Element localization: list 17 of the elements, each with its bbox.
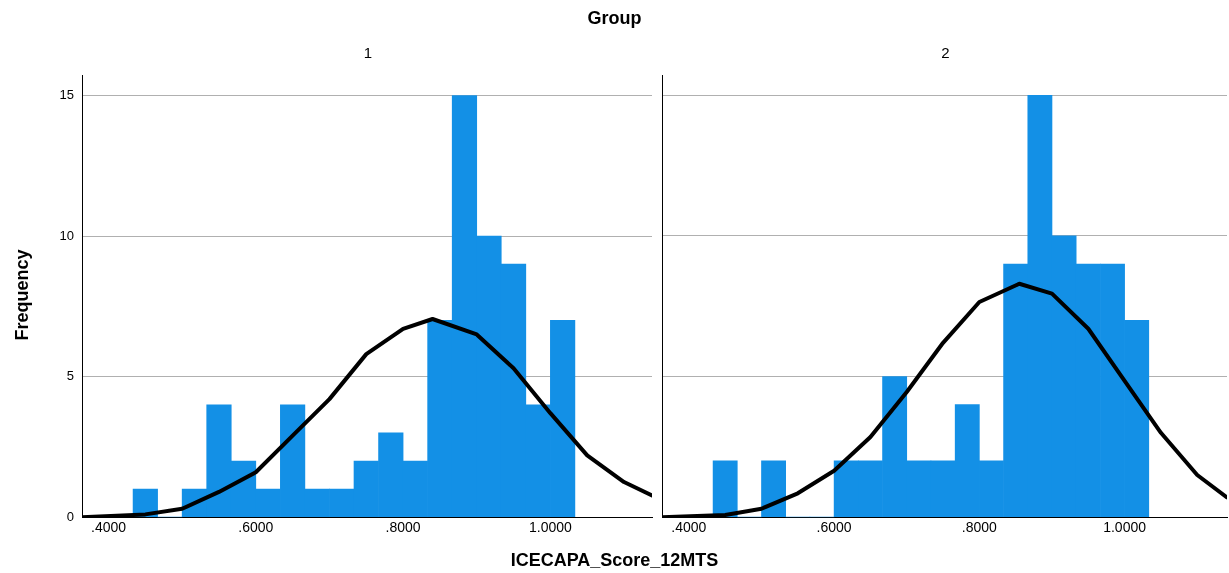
x-tick-label: .4000 [90, 519, 127, 536]
x-tick-label: 1.0000 [528, 519, 572, 536]
x-tick-label: .8000 [961, 519, 998, 536]
x-tick-label: .4000 [671, 519, 707, 536]
y-tick-label: 0 [66, 508, 74, 524]
x-tick-label: 1.0000 [1103, 519, 1147, 536]
y-tick-label: 10 [59, 227, 74, 243]
chart-title: Group [586, 8, 643, 29]
y-tick-label: 15 [59, 87, 74, 103]
x-tick-label: .6000 [238, 519, 274, 536]
chart-subtitle: 2 [940, 44, 951, 61]
chart-subtitle: 1 [362, 44, 374, 61]
y-tick-label: 5 [66, 368, 74, 384]
y-axis-title: Frequency [11, 249, 33, 341]
x-tick-label: .8000 [385, 519, 421, 536]
x-axis-title: ICECAPA_Score_12MTS [509, 550, 720, 571]
x-tick-label: .6000 [816, 519, 852, 536]
